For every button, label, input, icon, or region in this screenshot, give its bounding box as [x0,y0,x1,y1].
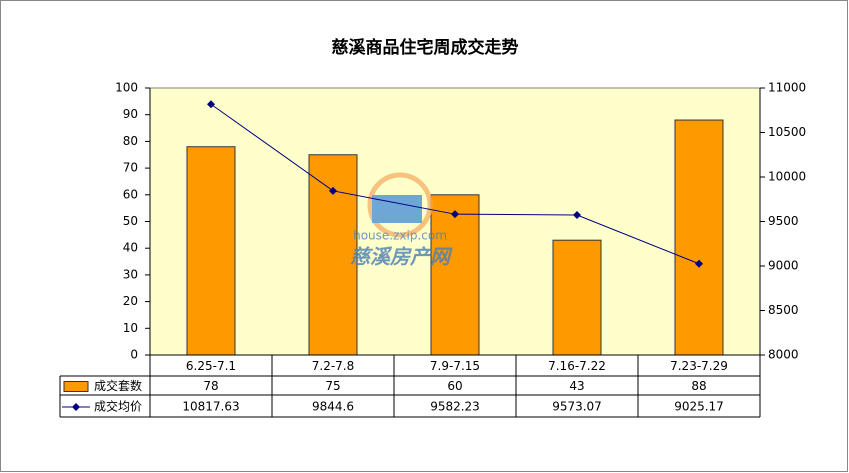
marker [451,210,459,219]
table-value: 9844.6 [312,400,354,414]
logo-building [372,195,422,223]
y-tick-label: 20 [123,294,138,308]
x-tick-label: 7.9-7.15 [430,359,480,373]
table-value: 10817.63 [182,400,239,414]
y-tick-label: 30 [123,267,138,281]
table-value: 9573.07 [552,400,602,414]
table-value: 9582.23 [430,400,480,414]
y-tick-label: 60 [123,187,138,201]
y-tick-label: 40 [123,241,138,255]
y2-tick-label: 10500 [768,125,806,139]
marker [695,259,703,268]
table-value: 78 [203,379,218,393]
y-tick-label: 50 [123,214,138,228]
y-tick-label: 0 [130,348,138,362]
watermark-url: house.zxip.com [353,229,447,243]
watermark: house.zxip.com 慈溪房产网 [350,172,453,269]
bar [552,239,602,356]
y2-tick-label: 10000 [768,170,806,184]
x-tick-label: 7.23-7.29 [670,359,728,373]
y-tick-label: 70 [123,161,138,175]
table-value: 9025.17 [674,400,724,414]
y-tick-label: 90 [123,107,138,121]
table-value: 88 [691,379,706,393]
legend-label: 成交套数 [94,378,142,393]
legend-label: 成交均价 [94,399,142,414]
marker [329,186,337,195]
x-tick-label: 7.2-7.8 [312,359,355,373]
bar [430,194,480,356]
legend-key [63,381,89,392]
y2-tick-label: 8000 [768,348,799,362]
y2-tick-label: 9500 [768,214,799,228]
table-value: 60 [447,379,462,393]
table-value: 75 [325,379,340,393]
logo-ring [367,172,433,238]
bar [674,119,724,356]
marker [573,210,581,219]
y-tick-label: 80 [123,134,138,148]
x-tick-label: 6.25-7.1 [186,359,236,373]
y-tick-label: 10 [123,321,138,335]
chart-title: 慈溪商品住宅周成交走势 [332,37,519,58]
y2-tick-label: 9000 [768,259,799,273]
x-tick-label: 7.16-7.22 [548,359,606,373]
y2-tick-label: 8500 [768,303,799,317]
bar [186,146,236,356]
table-value: 43 [569,379,584,393]
legend-marker [72,403,80,411]
y-tick-label: 100 [115,81,138,95]
watermark-name: 慈溪房产网 [350,245,453,269]
y2-tick-label: 11000 [768,81,806,95]
marker [207,100,215,109]
